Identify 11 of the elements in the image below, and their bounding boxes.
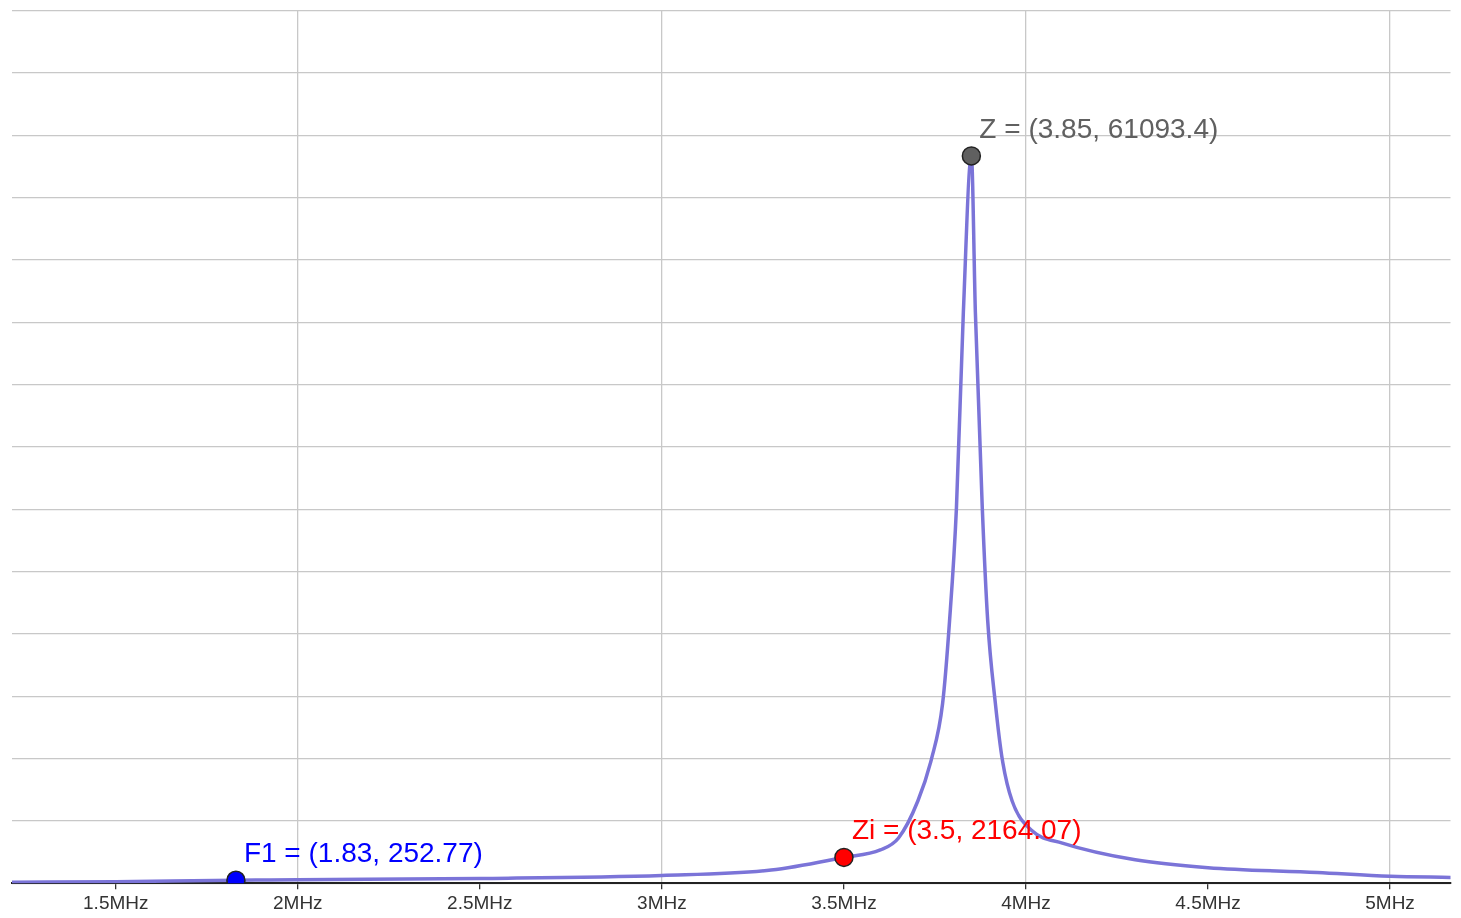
x-tick-label: 3.5MHz [811,891,877,913]
x-tick-label: 5MHz [1365,891,1415,913]
annotation: Z = (3.85, 61093.4) [979,112,1219,144]
x-tick-label: 4.5MHz [1175,891,1241,913]
x-tick-label: 3MHz [637,891,687,913]
x-tick-label: 2MHz [272,891,323,913]
x-tick-label: 2.5MHz [447,891,513,913]
x-tick-label: 1.5MHz [83,891,149,913]
annotation: F1 = (1.83, 252.77) [243,836,483,868]
annotation: Zi = (3.5, 2164.07) [851,814,1082,846]
x-tick-label: 4MHz [1001,891,1051,913]
